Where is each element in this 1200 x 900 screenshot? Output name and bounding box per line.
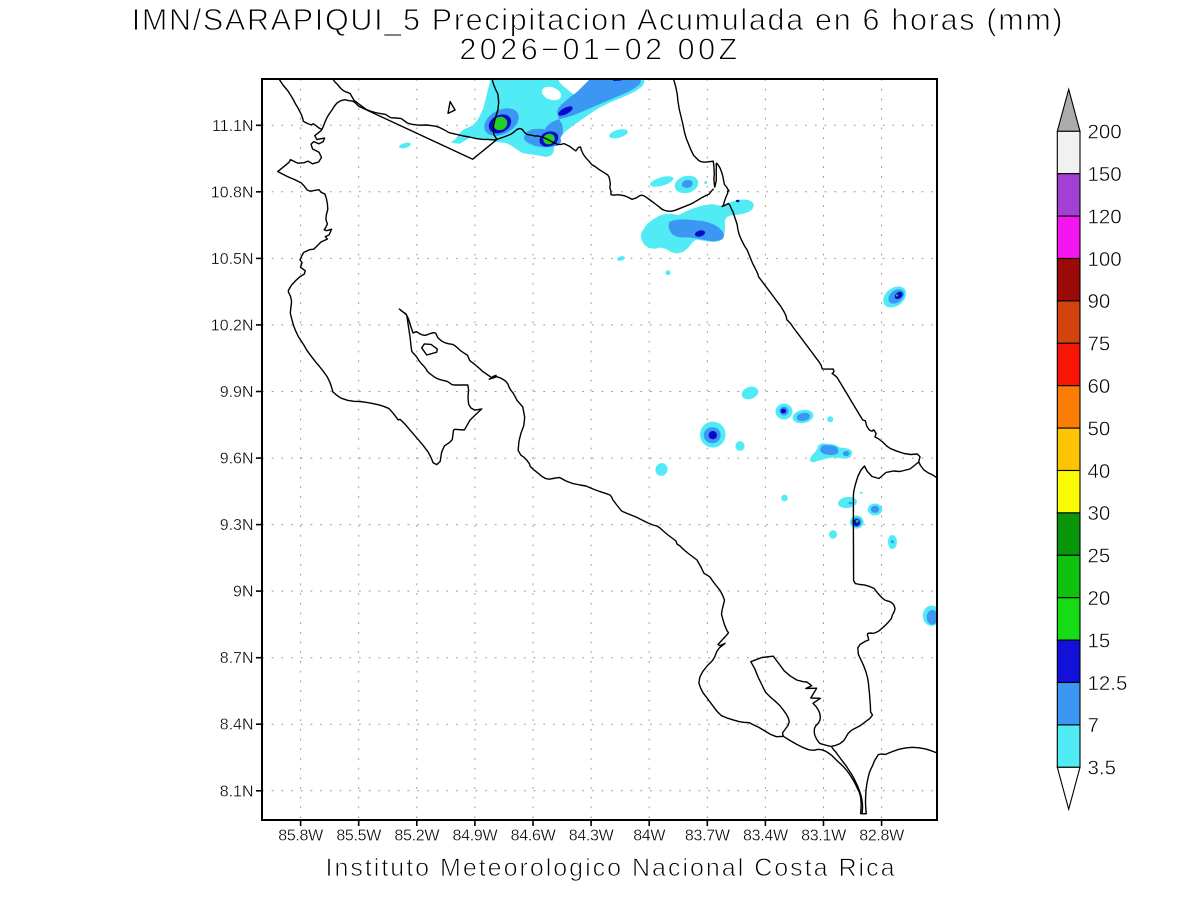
- svg-text:83.1W: 83.1W: [801, 828, 847, 845]
- svg-text:9.3N: 9.3N: [220, 517, 254, 534]
- svg-text:8.4N: 8.4N: [220, 717, 254, 734]
- svg-text:84W: 84W: [633, 828, 666, 845]
- svg-text:9.9N: 9.9N: [220, 384, 254, 401]
- svg-text:Instituto Meteorologico Nacion: Instituto Meteorologico Nacional Costa R…: [326, 854, 897, 882]
- svg-text:10.2N: 10.2N: [211, 317, 254, 334]
- svg-text:200: 200: [1088, 121, 1122, 144]
- svg-text:85.8W: 85.8W: [278, 828, 324, 845]
- svg-text:100: 100: [1088, 248, 1122, 271]
- svg-text:75: 75: [1088, 333, 1111, 356]
- svg-text:90: 90: [1088, 290, 1111, 313]
- svg-text:150: 150: [1088, 163, 1122, 186]
- svg-text:12.5: 12.5: [1088, 672, 1128, 695]
- svg-text:83.7W: 83.7W: [685, 828, 731, 845]
- svg-text:8.7N: 8.7N: [220, 650, 254, 667]
- svg-text:8.1N: 8.1N: [220, 783, 254, 800]
- svg-text:85.2W: 85.2W: [394, 828, 440, 845]
- svg-text:60: 60: [1088, 375, 1111, 398]
- svg-text:50: 50: [1088, 417, 1111, 440]
- svg-text:120: 120: [1088, 205, 1122, 228]
- svg-text:25: 25: [1088, 545, 1111, 568]
- svg-text:IMN/SARAPIQUI_5 Precipitacion: IMN/SARAPIQUI_5 Precipitacion Acumulada …: [132, 3, 1065, 37]
- svg-text:3.5: 3.5: [1088, 757, 1117, 780]
- svg-text:7: 7: [1088, 714, 1099, 737]
- svg-text:20: 20: [1088, 587, 1111, 610]
- svg-text:40: 40: [1088, 460, 1111, 483]
- svg-text:2026−01−02 00Z: 2026−01−02 00Z: [459, 33, 740, 67]
- svg-text:10.5N: 10.5N: [211, 251, 254, 268]
- svg-text:11.1N: 11.1N: [212, 118, 254, 135]
- svg-text:84.6W: 84.6W: [511, 828, 557, 845]
- svg-text:9.6N: 9.6N: [220, 451, 254, 468]
- svg-text:82.8W: 82.8W: [859, 828, 905, 845]
- svg-text:85.5W: 85.5W: [336, 828, 382, 845]
- svg-text:30: 30: [1088, 502, 1111, 525]
- svg-text:10.8N: 10.8N: [211, 184, 254, 201]
- svg-text:15: 15: [1088, 629, 1111, 652]
- svg-text:83.4W: 83.4W: [743, 828, 789, 845]
- svg-text:84.3W: 84.3W: [569, 828, 615, 845]
- svg-text:9N: 9N: [233, 584, 253, 601]
- svg-text:84.9W: 84.9W: [453, 828, 499, 845]
